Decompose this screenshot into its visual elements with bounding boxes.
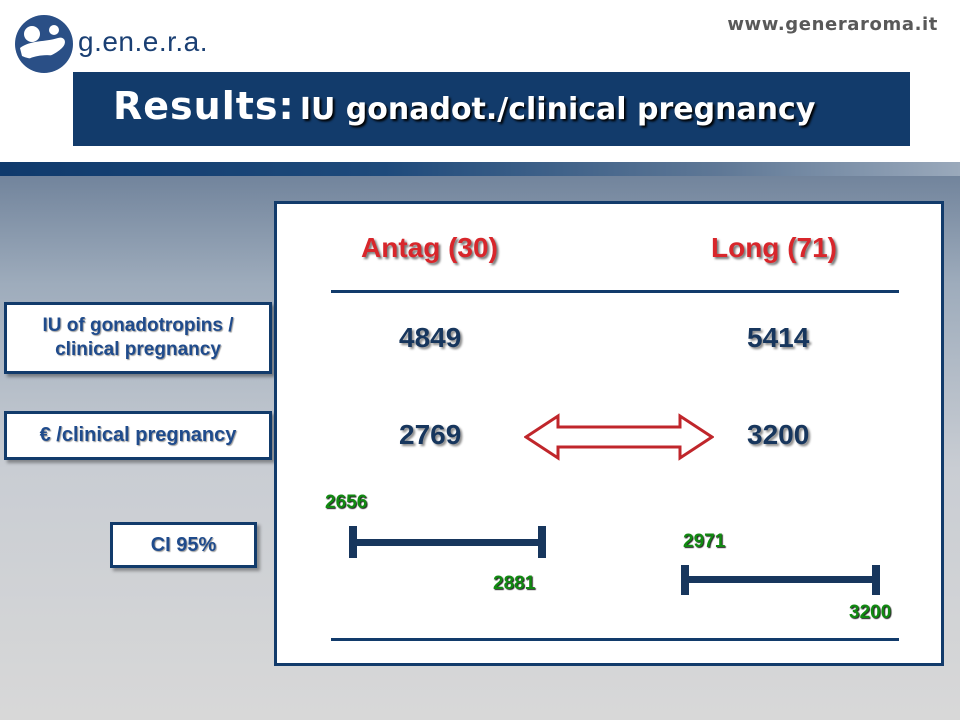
ci-antag-right-cap: [538, 526, 546, 558]
ci-antag-line: [355, 539, 545, 546]
ci-long-left-cap: [681, 565, 689, 595]
ci-long-line: [687, 576, 877, 583]
column-header-antag: Antag (30): [361, 232, 498, 263]
ci-long-low: 2971: [683, 531, 726, 552]
title-subtitle: IU gonadot./clinical pregnancy: [299, 92, 816, 127]
ci-long-high: 3200: [849, 602, 892, 623]
ci-antag-high: 2881: [493, 573, 536, 594]
bottom-divider: [331, 638, 899, 641]
title-main: Results: [113, 84, 279, 128]
logo-text: g.en.e.r.a.: [78, 26, 209, 57]
ci-antag-left-cap: [349, 526, 357, 558]
label-iu-line2: clinical pregnancy: [55, 339, 221, 360]
label-ci-text: CI 95%: [150, 533, 217, 556]
results-panel: Antag (30) Long (71) 4849 5414 2769 3200…: [274, 201, 944, 666]
double-arrow-icon: [524, 413, 714, 461]
label-euro-per-pregnancy: € /clinical pregnancy: [4, 411, 272, 460]
label-iu-line1: IU of gonadotropins /: [42, 315, 234, 337]
ci-long-right-cap: [872, 565, 880, 595]
iu-value-antag: 4849: [399, 322, 462, 353]
iu-value-long: 5414: [747, 322, 810, 353]
column-header-long: Long (71): [711, 232, 837, 263]
title-bar: Results: IU gonadot./clinical pregnancy: [73, 72, 910, 146]
genera-logo-icon: [15, 15, 73, 73]
euro-value-long: 3200: [747, 419, 810, 450]
website-url[interactable]: www.generaroma.it: [727, 14, 938, 35]
label-ci: CI 95%: [110, 522, 257, 568]
page-title: Results: IU gonadot./clinical pregnancy: [113, 84, 815, 128]
label-euro-text: € /clinical pregnancy: [39, 424, 237, 446]
top-divider: [331, 290, 899, 293]
euro-value-antag: 2769: [399, 419, 462, 450]
label-iu-per-pregnancy: IU of gonadotropins / clinical pregnancy: [4, 302, 272, 374]
title-separator: :: [278, 84, 295, 128]
ci-antag-low: 2656: [325, 492, 368, 513]
header-stripe: [0, 162, 960, 176]
